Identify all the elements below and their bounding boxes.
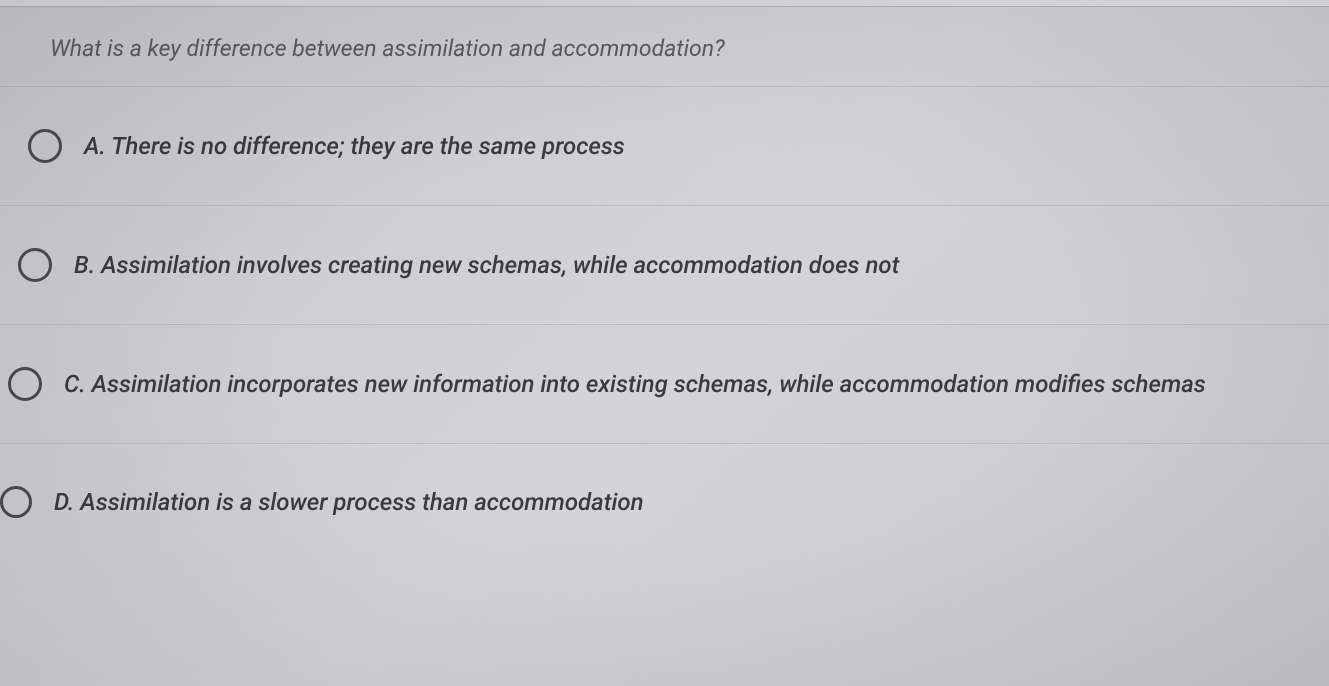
option-text-c: C. Assimilation incorporates new informa… [64, 370, 1206, 398]
option-text-b: B. Assimilation involves creating new sc… [74, 251, 899, 279]
option-row-c[interactable]: C. Assimilation incorporates new informa… [0, 325, 1329, 444]
option-row-b[interactable]: B. Assimilation involves creating new sc… [0, 206, 1329, 325]
radio-d[interactable] [0, 486, 32, 518]
radio-a[interactable] [28, 129, 62, 163]
option-text-d: D. Assimilation is a slower process than… [54, 488, 644, 516]
question-header: What is a key difference between assimil… [0, 6, 1329, 87]
option-text-a: A. There is no difference; they are the … [84, 132, 625, 160]
radio-c[interactable] [8, 367, 42, 401]
option-row-a[interactable]: A. There is no difference; they are the … [0, 87, 1329, 206]
question-prompt: What is a key difference between assimil… [50, 35, 1279, 62]
option-row-d[interactable]: D. Assimilation is a slower process than… [0, 444, 1329, 560]
radio-b[interactable] [18, 248, 52, 282]
